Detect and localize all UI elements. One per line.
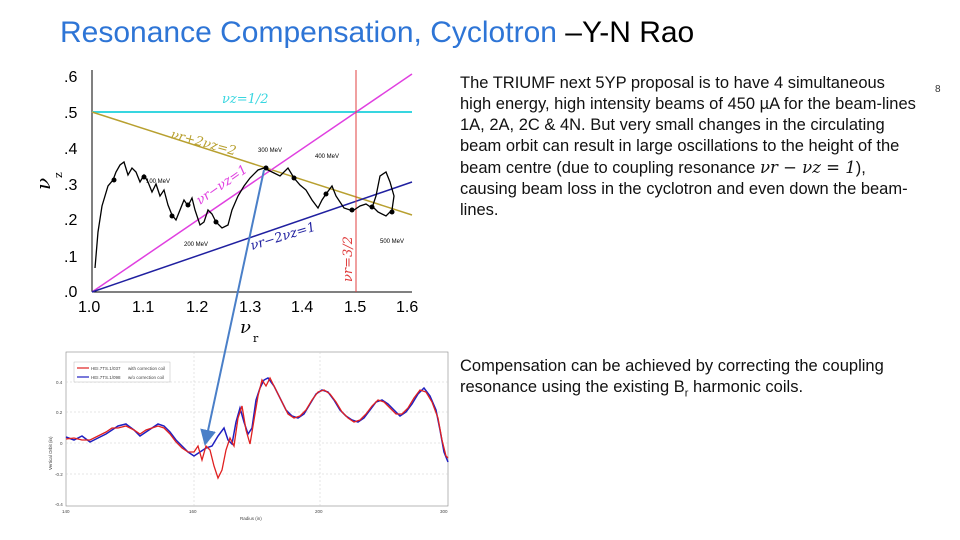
x-tick-1.5: 1.5 (344, 299, 366, 316)
y-axis-title: ν z (31, 172, 65, 190)
x-tick-1.0: 1.0 (78, 299, 100, 316)
line-nu-r-minus-nu-z (91, 73, 413, 293)
energy-200: 200 MeV (184, 242, 208, 248)
orbit-y-tick-m0.2: -0.2 (55, 472, 63, 477)
orbit-y-tick-0: 0 (60, 441, 63, 446)
slide-number: 8 (935, 84, 941, 95)
marker (185, 202, 191, 208)
marker (369, 204, 375, 210)
x-axis-sub: r (253, 332, 259, 345)
tune-diagram: .6 .5 .4 .3 .2 .1 .0 1.0 1.1 1.2 1.3 1.4… (31, 69, 418, 345)
tune-trajectory (94, 160, 395, 269)
legend-desc-without: w/o correction coil (128, 375, 164, 380)
x-tick-1.1: 1.1 (132, 299, 154, 316)
line-nu-r-plus-2nu-z (91, 111, 413, 216)
paragraph-problem: The TRIUMF next 5YP proposal is to have … (460, 73, 920, 221)
marker (291, 175, 297, 181)
y-tick-0.6: .6 (64, 69, 77, 86)
title-main: Resonance Compensation, Cyclotron (60, 16, 557, 49)
orbit-y-axis-title: Vertical Orbit (in) (48, 436, 53, 470)
marker (169, 213, 175, 219)
marker (141, 174, 147, 180)
x-tick-1.4: 1.4 (291, 299, 313, 316)
y-axis-sub: z (52, 172, 65, 178)
orbit-plot: 0.4 0.2 0 -0.2 -0.4 140 160 200 300 Radi… (48, 351, 449, 521)
orbit-x-tick-140: 140 (62, 509, 70, 514)
legend-desc-with: with correction coil (128, 366, 165, 371)
marker (213, 219, 219, 225)
marker (263, 165, 269, 171)
energy-500: 500 MeV (380, 239, 404, 245)
para2-sub: r (684, 387, 689, 400)
orbit-x-tick-200: 200 (315, 509, 323, 514)
orbit-legend: HEI.7TS.1/037 with correction coil HEI.7… (73, 361, 171, 383)
y-axis-nu: ν (31, 178, 55, 190)
label-nu-z-half: νz=1/2 (222, 92, 269, 107)
energy-300: 300 MeV (258, 148, 282, 154)
x-axis-nu: ν (240, 317, 251, 338)
legend-file-with: HEI.7TS.1/037 (91, 366, 121, 371)
orbit-y-tick-0.4: 0.4 (56, 380, 63, 385)
slide-title: Resonance Compensation, Cyclotron –Y-N R… (60, 16, 694, 50)
tune-markers (111, 165, 395, 225)
orbit-y-tick-0.2: 0.2 (56, 410, 63, 415)
para2-text-a: Compensation can be achieved by correcti… (460, 357, 884, 396)
title-author: –Y-N Rao (556, 16, 695, 49)
legend-file-without: HEI.7TS.1/098 (91, 375, 121, 380)
marker (323, 191, 329, 197)
marker (111, 177, 117, 183)
orbit-x-axis-title: Radius (in) (240, 516, 262, 521)
y-tick-0.4: .4 (64, 141, 77, 158)
orbit-x-tick-160: 160 (189, 509, 197, 514)
y-tick-0.5: .5 (64, 105, 77, 122)
energy-400: 400 MeV (315, 154, 339, 160)
y-tick-0.0: .0 (64, 284, 77, 301)
marker (389, 209, 395, 215)
x-tick-1.2: 1.2 (186, 299, 208, 316)
orbit-curve-with (65, 376, 449, 480)
orbit-y-tick-m0.4: -0.4 (55, 502, 63, 507)
y-tick-0.3: .3 (64, 177, 77, 194)
energy-100: 100 MeV (146, 179, 170, 185)
y-tick-0.2: .2 (64, 212, 77, 229)
para1-text-a: The TRIUMF next 5YP proposal is to have … (460, 74, 916, 177)
para2-text-b: harmonic coils. (688, 378, 804, 396)
para1-text-b: ), causing beam loss in the cyclotron an… (460, 159, 908, 219)
y-tick-0.1: .1 (64, 249, 77, 266)
x-axis-title: ν r (240, 317, 259, 345)
para1-formula: νr − νz = 1 (759, 158, 856, 177)
orbit-x-tick-300: 300 (440, 509, 448, 514)
label-nu-r-three-halves: νr=3/2 (341, 236, 356, 282)
orbit-grid (66, 352, 448, 506)
link-arrow (200, 169, 265, 446)
line-nu-r-minus-2nu-z (91, 181, 413, 293)
x-tick-1.3: 1.3 (239, 299, 261, 316)
paragraph-solution: Compensation can be achieved by correcti… (460, 356, 930, 404)
x-tick-1.6: 1.6 (396, 299, 418, 316)
marker (349, 207, 355, 213)
